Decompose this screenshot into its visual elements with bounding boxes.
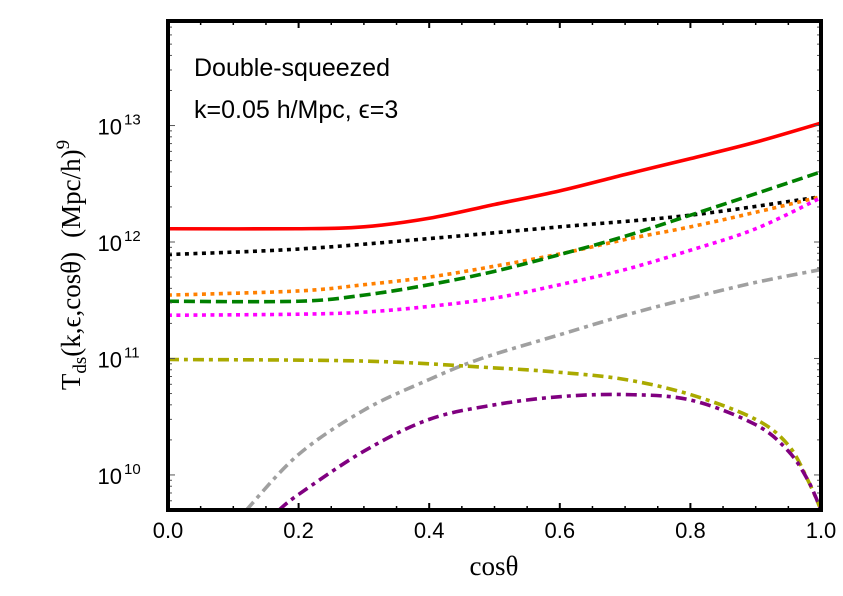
series-line-7 xyxy=(277,392,821,510)
y-axis-label: Tds(k,ϵ,cosθ)(Mpc/h)9 xyxy=(53,140,91,390)
series-line-0 xyxy=(168,121,821,231)
x-tick-label: 0.6 xyxy=(545,518,576,543)
x-tick-label: 0.0 xyxy=(153,518,184,543)
series-line-4 xyxy=(168,196,821,318)
x-tick-labels: 0.0 0.2 0.4 0.6 0.8 1.0 xyxy=(153,518,837,543)
series-group xyxy=(168,121,821,510)
series-line-5 xyxy=(245,267,821,510)
x-axis-label: cosθ xyxy=(470,551,519,581)
ticks-group xyxy=(167,21,822,511)
y-tick-label: 10 12 xyxy=(98,228,141,256)
y-tick-label: 10 13 xyxy=(98,112,141,140)
series-line-1 xyxy=(168,194,821,257)
annotation-params: k=0.05 h/Mpc, ϵ=3 xyxy=(194,96,398,124)
annotation-title: Double-squeezed xyxy=(194,54,390,82)
x-tick-label: 0.4 xyxy=(414,518,445,543)
plot-frame xyxy=(166,19,823,512)
series-line-6 xyxy=(168,357,821,510)
x-tick-label: 1.0 xyxy=(806,518,837,543)
series-line-3 xyxy=(168,170,821,304)
series-line-2 xyxy=(168,194,821,297)
x-tick-label: 0.2 xyxy=(283,518,314,543)
y-tick-label: 10 10 xyxy=(98,461,141,489)
x-tick-label: 0.8 xyxy=(675,518,706,543)
y-tick-label: 10 11 xyxy=(98,344,140,372)
